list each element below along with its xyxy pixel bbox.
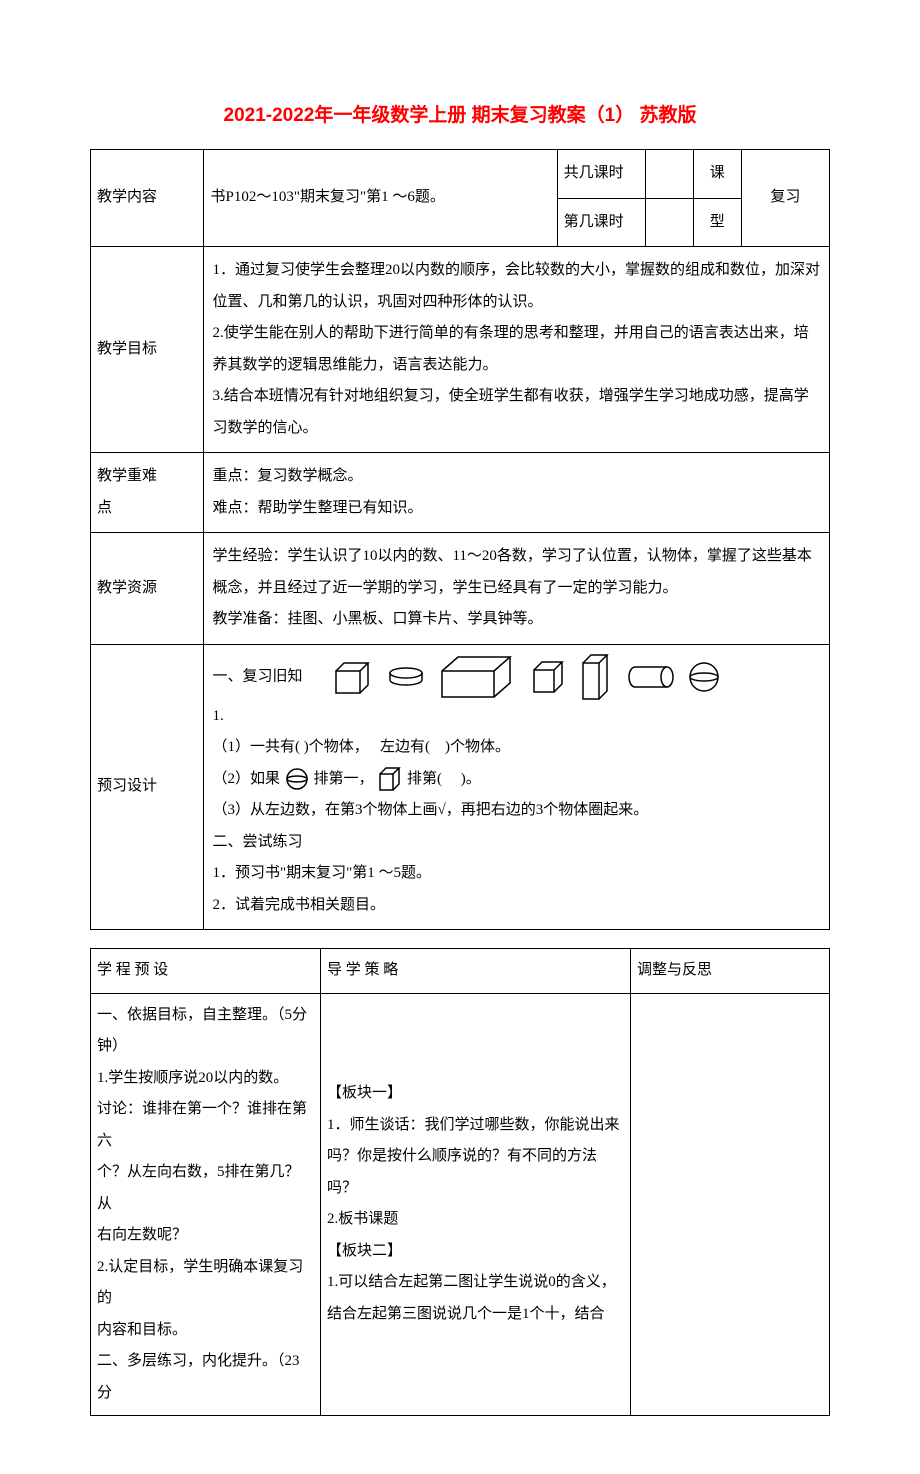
cube-inline-icon (377, 766, 403, 792)
plan-table: 学 程 预 设 导 学 策 略 调整与反思 一、依据目标，自主整理。（5分钟） … (90, 948, 830, 1416)
t2-r8c2: 结合左起第三图说说几个一是1个十，结合 (327, 1299, 624, 1331)
row1-sub-r1c4: 复习 (741, 150, 829, 247)
row5-p1: 1．预习书"期末复习"第1 ～5题。 (212, 858, 821, 890)
row2-line2: 2.使学生能在别人的帮助下进行简单的有条理的思考和整理，并用自己的语言表达出来，… (212, 318, 821, 381)
row3-label1: 教学重难 (97, 461, 197, 493)
t2-h1: 学 程 预 设 (91, 949, 321, 994)
t2-r1c2: 【板块一】 (327, 1078, 624, 1110)
t2-col1: 一、依据目标，自主整理。（5分钟） 1.学生按顺序说20以内的数。 讨论：谁排在… (91, 993, 321, 1416)
row5-num1: 1. (212, 701, 821, 733)
doc-title: 2021-2022年一年级数学上册 期末复习教案（1） 苏教版 (90, 100, 830, 127)
row5-q3: （3）从左边数，在第3个物体上画√，再把右边的3个物体圈起来。 (212, 795, 821, 827)
t2-r2c2: 1．师生谈话：我们学过哪些数，你能说出来 (327, 1110, 624, 1142)
tall-prism-icon (579, 653, 613, 701)
row4-line1: 学生经验：学生认识了10以内的数、11～20各数，学习了认位置，认物体，掌握了这… (212, 541, 821, 604)
shapes-row (326, 653, 725, 701)
row3-line1: 重点：复习数学概念。 (212, 461, 821, 493)
row3-label2: 点 (97, 493, 197, 525)
t2-r8c1: 二、多层练习，内化提升。（23分 (97, 1346, 314, 1409)
t2-r6c1: 2.认定目标，学生明确本课复习的 (97, 1252, 314, 1315)
t2-col2: 【板块一】 1．师生谈话：我们学过哪些数，你能说出来 吗？你是按什么顺序说的？有… (321, 993, 631, 1416)
t2-r6c2: 【板块二】 (327, 1236, 624, 1268)
cube-icon (330, 659, 374, 695)
t2-col3 (631, 993, 830, 1416)
flat-cylinder-icon (386, 666, 426, 688)
row5-heading1: 一、复习旧知 (212, 668, 302, 684)
t2-h3: 调整与反思 (631, 949, 830, 994)
row2-content: 1．通过复习使学生会整理20以内数的顺序，会比较数的大小，掌握数的组成和数位，加… (204, 247, 830, 453)
row2-label: 教学目标 (91, 247, 204, 453)
t2-r4c1: 个？从左向右数，5排在第几？从 (97, 1157, 314, 1220)
row5-label: 预习设计 (91, 644, 204, 930)
row5-q2c: 排第( )。 (407, 771, 481, 787)
row4-line2: 教学准备：挂图、小黑板、口算卡片、学具钟等。 (212, 604, 821, 636)
t2-r3c2: 吗？你是按什么顺序说的？有不同的方法 (327, 1141, 624, 1173)
row5-q2a: （2）如果 (212, 771, 280, 787)
row1-content: 书P102～103"期末复习"第1 ～6题。 (204, 150, 557, 247)
t2-r4c2: 吗？ (327, 1173, 624, 1205)
sphere-inline-icon (284, 767, 310, 791)
row5-p2: 2．试着完成书相关题目。 (212, 890, 821, 922)
t2-r7c2: 1.可以结合左起第二图让学生说说0的含义， (327, 1267, 624, 1299)
row2-line1: 1．通过复习使学生会整理20以内数的顺序，会比较数的大小，掌握数的组成和数位，加… (212, 255, 821, 318)
t2-r5c2: 2.板书课题 (327, 1204, 624, 1236)
small-cube-icon (530, 660, 568, 694)
row3-label: 教学重难 点 (91, 453, 204, 533)
sphere-icon (687, 660, 721, 694)
row5-q2b: 排第一， (314, 771, 374, 787)
row2-line3: 3.结合本班情况有针对地组织复习，使全班学生都有收获，增强学生学习地成功感，提高… (212, 381, 821, 444)
t2-r7c1: 内容和目标。 (97, 1315, 314, 1347)
rect-prism-icon (438, 655, 518, 699)
row1-sub-r2c1: 第几课时 (557, 198, 645, 247)
row1-sub-r1c3: 课 (693, 150, 741, 199)
t2-r3c1: 讨论：谁排在第一个？谁排在第六 (97, 1094, 314, 1157)
row1-sub-r2c2 (645, 198, 693, 247)
t2-r5c1: 右向左数呢？ (97, 1220, 314, 1252)
row3-content: 重点：复习数学概念。 难点：帮助学生整理已有知识。 (204, 453, 830, 533)
row1-sub-r2c3: 型 (693, 198, 741, 247)
row4-content: 学生经验：学生认识了10以内的数、11～20各数，学习了认位置，认物体，掌握了这… (204, 533, 830, 645)
row5-q2: （2）如果 排第一， 排第( )。 (212, 764, 821, 796)
t2-h2: 导 学 策 略 (321, 949, 631, 994)
row1-sub-r1c1: 共几课时 (557, 150, 645, 199)
row5-q1: （1）一共有( )个物体， 左边有( )个物体。 (212, 732, 821, 764)
row4-label: 教学资源 (91, 533, 204, 645)
main-table: 教学内容 书P102～103"期末复习"第1 ～6题。 共几课时 课 复习 第几… (90, 149, 830, 930)
row5-content: 一、复习旧知 1. (204, 644, 830, 930)
row5-heading2: 二、尝试练习 (212, 827, 821, 859)
horiz-cylinder-icon (625, 664, 675, 690)
t2-r2c1: 1.学生按顺序说20以内的数。 (97, 1063, 314, 1095)
row1-label: 教学内容 (91, 150, 204, 247)
row1-sub-r1c2 (645, 150, 693, 199)
t2-r1c1: 一、依据目标，自主整理。（5分钟） (97, 1000, 314, 1063)
row3-line2: 难点：帮助学生整理已有知识。 (212, 493, 821, 525)
